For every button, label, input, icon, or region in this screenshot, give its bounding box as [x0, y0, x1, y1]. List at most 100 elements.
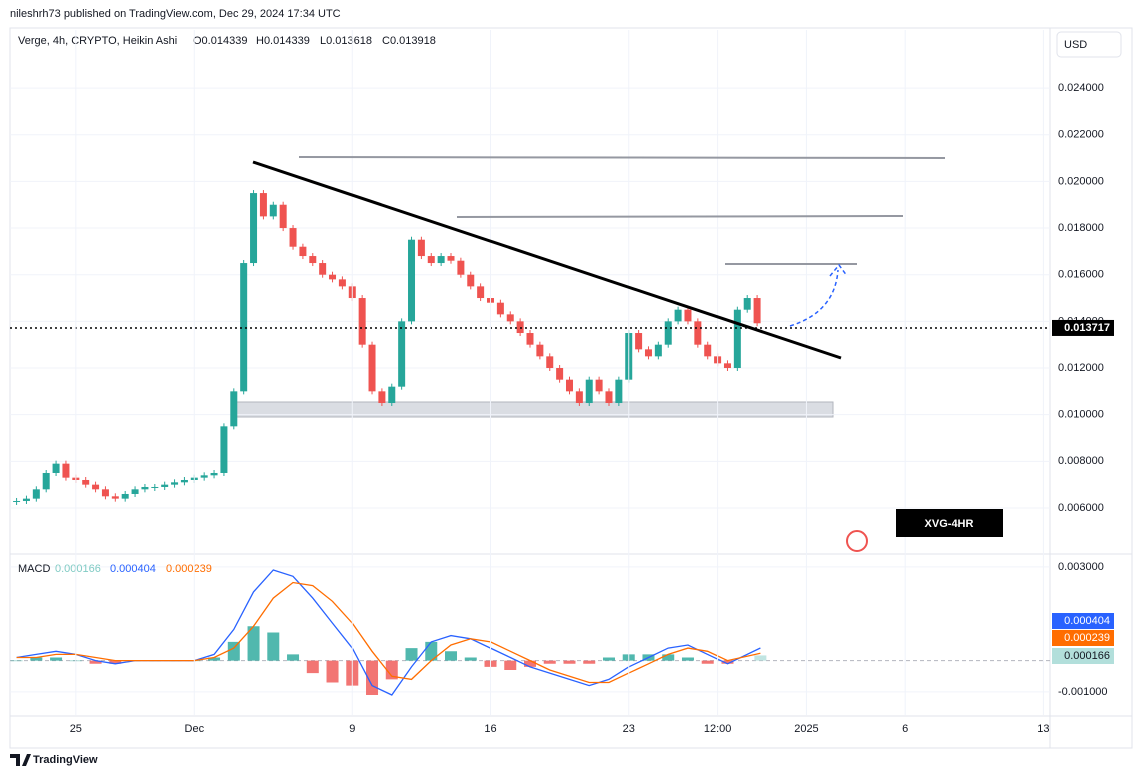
last-price-value: 0.013717: [1064, 322, 1110, 334]
histogram-bar: [208, 657, 221, 661]
histogram-bar: [754, 655, 767, 661]
annotation: XVG-4HR: [925, 518, 974, 530]
histogram-bar: [385, 660, 398, 680]
candle: [319, 263, 327, 275]
candle: [259, 193, 267, 217]
x-tick-label: 6: [902, 723, 908, 735]
macd-badge-value: 0.000404: [1064, 615, 1110, 627]
candle: [467, 274, 475, 287]
candle: [536, 344, 544, 357]
candle: [496, 302, 504, 315]
candle: [605, 391, 613, 404]
candle: [200, 475, 208, 478]
y-tick-label: 0.003000: [1058, 561, 1104, 573]
candle: [240, 263, 248, 392]
y-tick-label: 0.016000: [1058, 269, 1104, 281]
candle: [427, 256, 435, 264]
candle: [733, 309, 741, 369]
macd-line: [16, 581, 761, 684]
candle: [556, 368, 564, 380]
x-tick-label: 16: [484, 723, 496, 735]
candle: [52, 463, 60, 473]
candle: [398, 321, 406, 387]
ohlc-high: H0.014339: [256, 35, 310, 47]
candle: [654, 344, 662, 357]
candle: [329, 274, 337, 280]
candle: [289, 228, 297, 247]
footer: TradingView: [33, 754, 98, 766]
histogram-bar: [602, 657, 615, 661]
histogram-bar: [543, 660, 556, 664]
candle: [82, 479, 90, 485]
annotation-box: [896, 509, 1003, 537]
candle: [457, 260, 465, 275]
histogram-bar: [227, 641, 240, 661]
histogram-bar: [89, 660, 102, 664]
y-tick-label: 0.020000: [1058, 175, 1104, 187]
candle: [299, 246, 307, 257]
y-tick-label: 0.008000: [1058, 455, 1104, 467]
candle: [250, 193, 258, 264]
candle: [595, 379, 603, 392]
macd-pane: 0.003000 -0.001000: [10, 561, 1108, 698]
candle: [546, 356, 554, 369]
y-tick-label: 0.010000: [1058, 409, 1104, 421]
last-price-badge: [1052, 319, 1114, 336]
x-tick-label: 23: [623, 723, 635, 735]
publisher: nileshrh73 published on TradingView.com,…: [10, 8, 341, 20]
candle: [13, 500, 21, 502]
event-flag[interactable]: [846, 530, 868, 552]
candle: [121, 493, 129, 499]
legend-histogram: 0.000166: [55, 563, 101, 575]
histogram-bar: [405, 648, 418, 661]
candle: [635, 333, 643, 350]
histogram-bar: [662, 654, 675, 661]
candle: [210, 472, 218, 476]
candle: [180, 479, 188, 483]
ohlc-open: O0.014339: [193, 35, 247, 47]
y-tick-label: 0.022000: [1058, 129, 1104, 141]
candle: [437, 256, 445, 264]
resistance-line: [298, 156, 946, 159]
candle: [230, 391, 238, 427]
candle: [151, 486, 159, 488]
y-tick-label: 0.018000: [1058, 222, 1104, 234]
candle: [417, 239, 425, 257]
candle: [704, 344, 712, 357]
y-tick-label: 0.012000: [1058, 362, 1104, 374]
frame: [9, 27, 1133, 749]
currency-button[interactable]: [1056, 31, 1122, 58]
candle: [694, 321, 702, 345]
histogram-bar: [583, 660, 596, 664]
ohlc-low: L0.013618: [320, 35, 372, 47]
x-tick-label: Dec: [185, 723, 205, 735]
histogram-bar: [30, 657, 43, 661]
signal-badge-value: 0.000239: [1064, 632, 1110, 644]
candle: [161, 484, 169, 487]
candle: [32, 489, 40, 499]
candle: [62, 463, 70, 478]
currency[interactable]: USD: [1064, 39, 1087, 51]
histogram-bar: [50, 657, 63, 661]
logo: [10, 754, 31, 766]
histogram-badge: [1052, 648, 1114, 664]
symbol: Verge, 4h, CRYPTO, Heikin Ashi: [18, 35, 177, 47]
candle: [92, 484, 100, 490]
candle: [358, 298, 366, 345]
candle: [674, 309, 682, 322]
legend-signal: 0.000239: [166, 563, 212, 575]
candle: [644, 349, 652, 357]
histogram-bar: [563, 660, 576, 664]
histogram-bar: [109, 660, 122, 664]
candle: [447, 256, 455, 261]
candle: [585, 379, 593, 404]
resistance-line: [456, 215, 904, 218]
x-tick-label: 2025: [794, 723, 818, 735]
candle: [526, 333, 534, 345]
histogram-bar: [267, 632, 280, 661]
candle: [368, 344, 376, 392]
projection-arrow: [789, 269, 839, 327]
candle: [506, 314, 514, 322]
candle: [101, 489, 109, 497]
candle: [516, 321, 524, 334]
